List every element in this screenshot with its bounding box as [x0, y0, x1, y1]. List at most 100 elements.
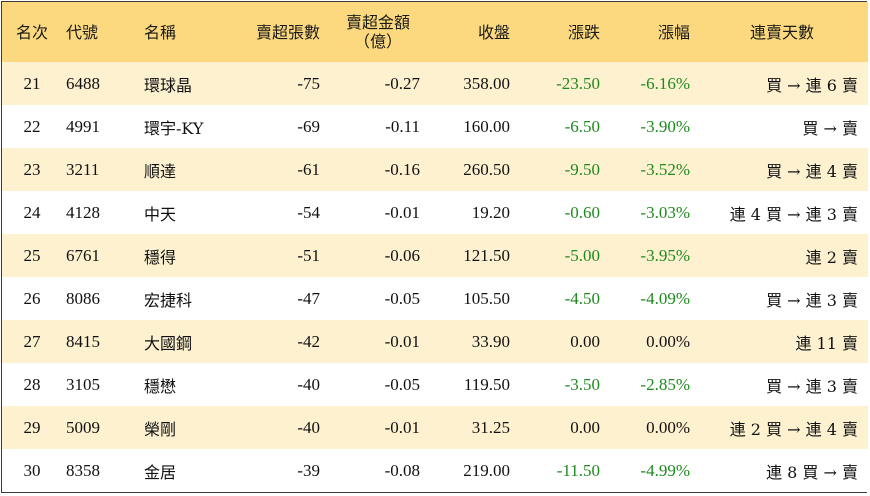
table-row[interactable]: 24 4128 中天 -54 -0.01 19.20 -0.60 -3.03% 連 4 買 → …: [2, 191, 868, 234]
rank-cell: 21: [23, 73, 41, 93]
code-cell: 3105: [66, 374, 100, 394]
change-cell: -5.00: [564, 245, 600, 265]
change-pct-cell: 0.00%: [646, 331, 690, 351]
net-sell-amount-cell: -0.27: [384, 73, 420, 93]
net-sell-amount-cell: -0.08: [384, 460, 420, 480]
net-sell-lots-cell: -47: [297, 288, 320, 308]
header-net-sell-amount[interactable]: 賣超金額 （億）: [328, 2, 428, 62]
net-sell-lots-cell: -54: [297, 202, 320, 222]
net-sell-amount-cell: -0.06: [384, 245, 420, 265]
table-row[interactable]: 27 8415 大國鋼 -42 -0.01 33.90 0.00 0.00% 連 11 賣: [2, 320, 868, 363]
net-sell-lots-cell: -40: [297, 417, 320, 437]
header-rank[interactable]: 名次: [15, 22, 48, 42]
table-row[interactable]: 22 4991 環宇-KY -69 -0.11 160.00 -6.50 -3.90% 買 → …: [2, 105, 868, 148]
table-row[interactable]: 25 6761 穩得 -51 -0.06 121.50 -5.00 -3.95% 連 2 賣: [2, 234, 868, 277]
name-cell: 穩得: [144, 247, 177, 267]
code-cell: 8358: [66, 460, 100, 480]
change-pct-cell: 0.00%: [646, 417, 690, 437]
net-sell-amount-cell: -0.01: [384, 417, 420, 437]
streak-cell: 連 2 賣: [805, 247, 858, 267]
code-cell: 6488: [66, 73, 100, 93]
close-cell: 121.50: [463, 245, 510, 265]
table-row[interactable]: 30 8358 金居 -39 -0.08 219.00 -11.50 -4.99% 連 8 買 …: [2, 449, 868, 492]
streak-cell: 買 → 連 4 賣: [766, 161, 858, 181]
net-sell-lots-cell: -69: [297, 116, 320, 136]
close-cell: 160.00: [463, 116, 510, 136]
net-sell-amount-cell: -0.01: [384, 331, 420, 351]
streak-cell: 買 → 連 3 賣: [766, 290, 858, 310]
code-cell: 3211: [66, 159, 100, 179]
change-cell: -4.50: [564, 288, 600, 308]
change-cell: -6.50: [564, 116, 600, 136]
rank-cell: 28: [23, 374, 41, 394]
change-cell: -11.50: [556, 460, 600, 480]
table-row[interactable]: 26 8086 宏捷科 -47 -0.05 105.50 -4.50 -4.09% 買 → 連 …: [2, 277, 868, 320]
change-cell: -23.50: [556, 73, 600, 93]
table-row[interactable]: 29 5009 榮剛 -40 -0.01 31.25 0.00 0.00% 連 2 買 → 連 …: [2, 406, 868, 449]
header-name[interactable]: 名稱: [144, 22, 177, 42]
change-pct-cell: -2.85%: [640, 374, 690, 394]
streak-cell: 連 2 買 → 連 4 賣: [729, 419, 858, 439]
net-sell-amount-cell: -0.05: [384, 288, 420, 308]
close-cell: 260.50: [463, 159, 510, 179]
code-cell: 6761: [66, 245, 100, 265]
rank-cell: 25: [23, 245, 41, 265]
streak-cell: 連 8 買 → 賣: [766, 462, 858, 482]
net-sell-lots-cell: -40: [297, 374, 320, 394]
close-cell: 358.00: [463, 73, 510, 93]
rank-cell: 29: [23, 417, 41, 437]
change-pct-cell: -3.03%: [640, 202, 690, 222]
change-cell: 0.00: [570, 331, 600, 351]
streak-cell: 買 → 賣: [802, 118, 858, 138]
rank-cell: 23: [23, 159, 41, 179]
net-sell-lots-cell: -39: [297, 460, 320, 480]
close-cell: 219.00: [463, 460, 510, 480]
change-cell: -0.60: [564, 202, 600, 222]
header-net-sell-lots[interactable]: 賣超張數: [255, 22, 320, 42]
streak-cell: 買 → 連 3 賣: [766, 376, 858, 396]
name-cell: 穩懋: [144, 376, 177, 396]
change-pct-cell: -3.52%: [640, 159, 690, 179]
code-cell: 4991: [66, 116, 100, 136]
code-cell: 5009: [66, 417, 100, 437]
table-row[interactable]: 28 3105 穩懋 -40 -0.05 119.50 -3.50 -2.85% 買 → 連 3…: [2, 363, 868, 406]
header-close[interactable]: 收盤: [477, 22, 510, 42]
net-sell-lots-cell: -51: [297, 245, 320, 265]
close-cell: 105.50: [463, 288, 510, 308]
header-net-sell-amount-line2: （億）: [353, 32, 402, 51]
header-change-pct[interactable]: 漲幅: [657, 22, 690, 42]
close-cell: 19.20: [471, 202, 510, 222]
rank-cell: 26: [23, 288, 41, 308]
streak-cell: 買 → 連 6 賣: [766, 75, 858, 95]
net-sell-amount-cell: -0.01: [384, 202, 420, 222]
header-streak[interactable]: 連賣天數: [749, 22, 814, 42]
name-cell: 環宇-KY: [144, 118, 204, 138]
rank-cell: 30: [23, 460, 41, 480]
code-cell: 8086: [66, 288, 100, 308]
net-sell-lots-cell: -61: [297, 159, 320, 179]
rank-cell: 22: [23, 116, 41, 136]
change-cell: -9.50: [564, 159, 600, 179]
rank-cell: 24: [23, 202, 41, 222]
name-cell: 金居: [144, 462, 177, 482]
code-cell: 8415: [66, 331, 100, 351]
change-cell: 0.00: [570, 417, 600, 437]
code-cell: 4128: [66, 202, 100, 222]
table-header-row: 名次 代號 名稱 賣超張數 賣超金額 （億） 收盤 漲跌 漲幅 連賣天數: [2, 2, 868, 62]
table-row[interactable]: 23 3211 順達 -61 -0.16 260.50 -9.50 -3.52% 買 → 連 4…: [2, 148, 868, 191]
change-pct-cell: -4.09%: [640, 288, 690, 308]
streak-cell: 連 11 賣: [795, 333, 858, 353]
net-sell-amount-cell: -0.05: [384, 374, 420, 394]
rank-cell: 27: [23, 331, 41, 351]
close-cell: 33.90: [471, 331, 510, 351]
table-row[interactable]: 21 6488 環球晶 -75 -0.27 358.00 -23.50 -6.16% 買 → 連…: [2, 62, 868, 105]
name-cell: 環球晶: [144, 75, 193, 95]
header-change[interactable]: 漲跌: [567, 22, 600, 42]
header-code[interactable]: 代號: [66, 22, 99, 42]
change-pct-cell: -3.95%: [640, 245, 690, 265]
name-cell: 中天: [144, 204, 177, 224]
change-pct-cell: -4.99%: [640, 460, 690, 480]
change-pct-cell: -6.16%: [640, 73, 690, 93]
